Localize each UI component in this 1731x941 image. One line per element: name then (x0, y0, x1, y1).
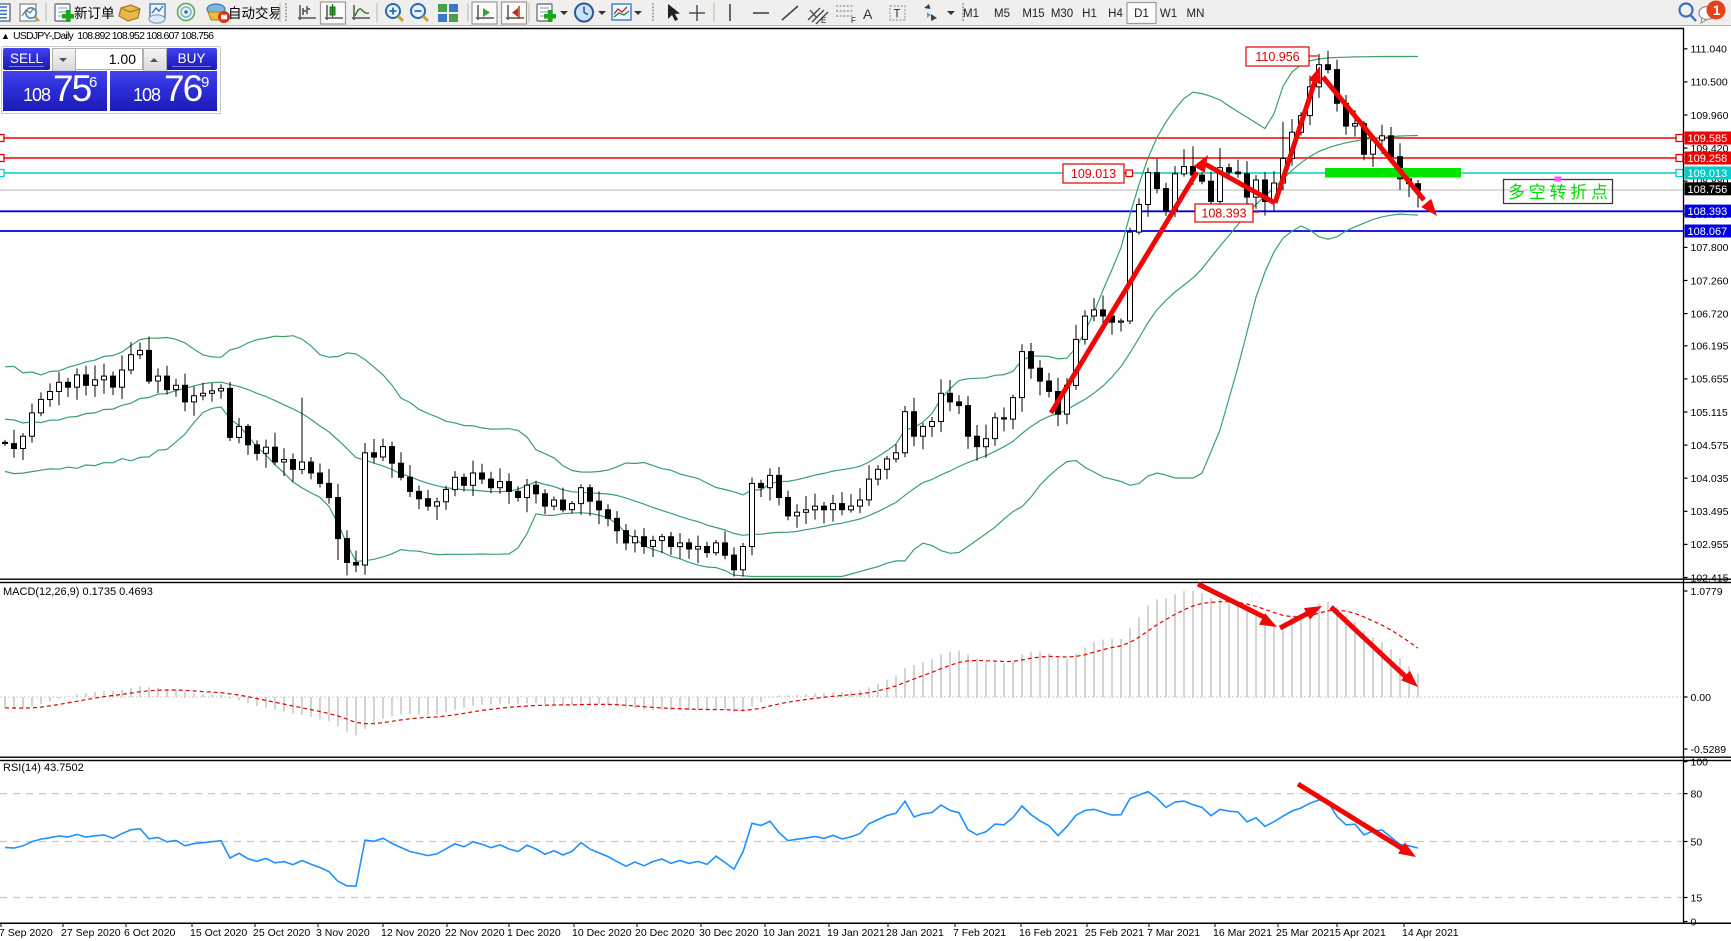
svg-text:80: 80 (1691, 788, 1703, 800)
svg-text:MN: MN (1187, 8, 1205, 20)
svg-text:107.800: 107.800 (1691, 242, 1729, 254)
svg-text:E: E (821, 16, 826, 25)
svg-text:M1: M1 (963, 8, 979, 20)
svg-text:H4: H4 (1108, 8, 1123, 20)
svg-text:M15: M15 (1022, 8, 1044, 20)
svg-text:5 Apr 2021: 5 Apr 2021 (1335, 927, 1386, 939)
svg-text:A: A (863, 6, 873, 22)
svg-text:109.585: 109.585 (1688, 133, 1728, 145)
svg-text:108.393: 108.393 (1688, 206, 1728, 218)
svg-text:1 Dec 2020: 1 Dec 2020 (507, 927, 561, 939)
svg-text:20 Dec 2020: 20 Dec 2020 (635, 927, 695, 939)
svg-text:105.115: 105.115 (1691, 407, 1728, 419)
svg-text:28 Jan 2021: 28 Jan 2021 (886, 927, 944, 939)
svg-text:104.035: 104.035 (1691, 473, 1729, 485)
svg-text:▲: ▲ (1, 31, 10, 41)
svg-text:15 Oct 2020: 15 Oct 2020 (190, 927, 247, 939)
svg-text:109.960: 109.960 (1691, 110, 1729, 122)
svg-text:D1: D1 (1134, 8, 1149, 20)
svg-text:25 Mar 2021: 25 Mar 2021 (1276, 927, 1335, 939)
svg-text:30 Dec 2020: 30 Dec 2020 (699, 927, 759, 939)
svg-text:F: F (851, 16, 856, 25)
svg-text:22 Nov 2020: 22 Nov 2020 (445, 927, 505, 939)
svg-text:102.415: 102.415 (1691, 572, 1729, 584)
svg-text:0: 0 (1691, 916, 1697, 928)
svg-text:T: T (894, 9, 901, 21)
svg-text:新订单: 新订单 (74, 6, 115, 21)
svg-text:106.720: 106.720 (1691, 308, 1729, 320)
svg-text:108.756: 108.756 (1688, 184, 1728, 196)
svg-text:自动交易: 自动交易 (228, 5, 282, 21)
svg-text:102.955: 102.955 (1691, 539, 1729, 551)
svg-text:M5: M5 (994, 8, 1010, 20)
svg-text:19 Jan 2021: 19 Jan 2021 (827, 927, 885, 939)
svg-text:107.260: 107.260 (1691, 275, 1729, 287)
svg-text:108.393: 108.393 (1201, 207, 1246, 221)
svg-text:109.013: 109.013 (1688, 168, 1728, 180)
svg-text:12 Nov 2020: 12 Nov 2020 (381, 927, 441, 939)
svg-text:100: 100 (1691, 756, 1709, 768)
svg-text:W1: W1 (1160, 8, 1177, 20)
svg-text:104.575: 104.575 (1691, 440, 1729, 452)
svg-text:110.500: 110.500 (1691, 77, 1728, 89)
svg-text:109.258: 109.258 (1688, 153, 1728, 165)
svg-text:USDJPY-,Daily 108.892 108.952: USDJPY-,Daily 108.892 108.952 108.607 10… (13, 30, 214, 42)
svg-text:10 Dec 2020: 10 Dec 2020 (572, 927, 632, 939)
svg-text:多空转折点: 多空转折点 (1508, 183, 1608, 202)
svg-text:25 Feb 2021: 25 Feb 2021 (1085, 927, 1144, 939)
svg-text:6 Oct 2020: 6 Oct 2020 (124, 927, 176, 939)
svg-text:7 Feb 2021: 7 Feb 2021 (953, 927, 1006, 939)
svg-text:111.040: 111.040 (1691, 44, 1728, 56)
svg-text:105.655: 105.655 (1691, 374, 1729, 386)
svg-text:RSI(14) 43.7502: RSI(14) 43.7502 (3, 762, 84, 774)
svg-text:3 Nov 2020: 3 Nov 2020 (316, 927, 370, 939)
svg-text:106.195: 106.195 (1691, 341, 1729, 353)
svg-text:16 Feb 2021: 16 Feb 2021 (1019, 927, 1078, 939)
svg-text:MACD(12,26,9) 0.1735 0.4693: MACD(12,26,9) 0.1735 0.4693 (3, 586, 153, 598)
svg-text:-0.5289: -0.5289 (1691, 744, 1727, 756)
svg-text:109.013: 109.013 (1071, 167, 1116, 181)
svg-text:7 Mar 2021: 7 Mar 2021 (1147, 927, 1200, 939)
svg-text:1.0779: 1.0779 (1691, 586, 1723, 598)
svg-text:103.495: 103.495 (1691, 506, 1729, 518)
svg-text:110.956: 110.956 (1255, 50, 1299, 64)
svg-text:0.00: 0.00 (1691, 692, 1712, 704)
svg-text:7 Sep 2020: 7 Sep 2020 (0, 927, 53, 939)
svg-text:14 Apr 2021: 14 Apr 2021 (1402, 927, 1459, 939)
svg-text:27 Sep 2020: 27 Sep 2020 (61, 927, 121, 939)
svg-text:25 Oct 2020: 25 Oct 2020 (253, 927, 310, 939)
svg-text:108.067: 108.067 (1688, 226, 1728, 238)
svg-text:H1: H1 (1082, 8, 1097, 20)
svg-text:15: 15 (1691, 892, 1703, 904)
svg-text:1: 1 (1713, 3, 1721, 18)
svg-text:50: 50 (1691, 836, 1703, 848)
svg-text:10 Jan 2021: 10 Jan 2021 (763, 927, 821, 939)
svg-text:16 Mar 2021: 16 Mar 2021 (1213, 927, 1272, 939)
svg-text:M30: M30 (1051, 8, 1073, 20)
